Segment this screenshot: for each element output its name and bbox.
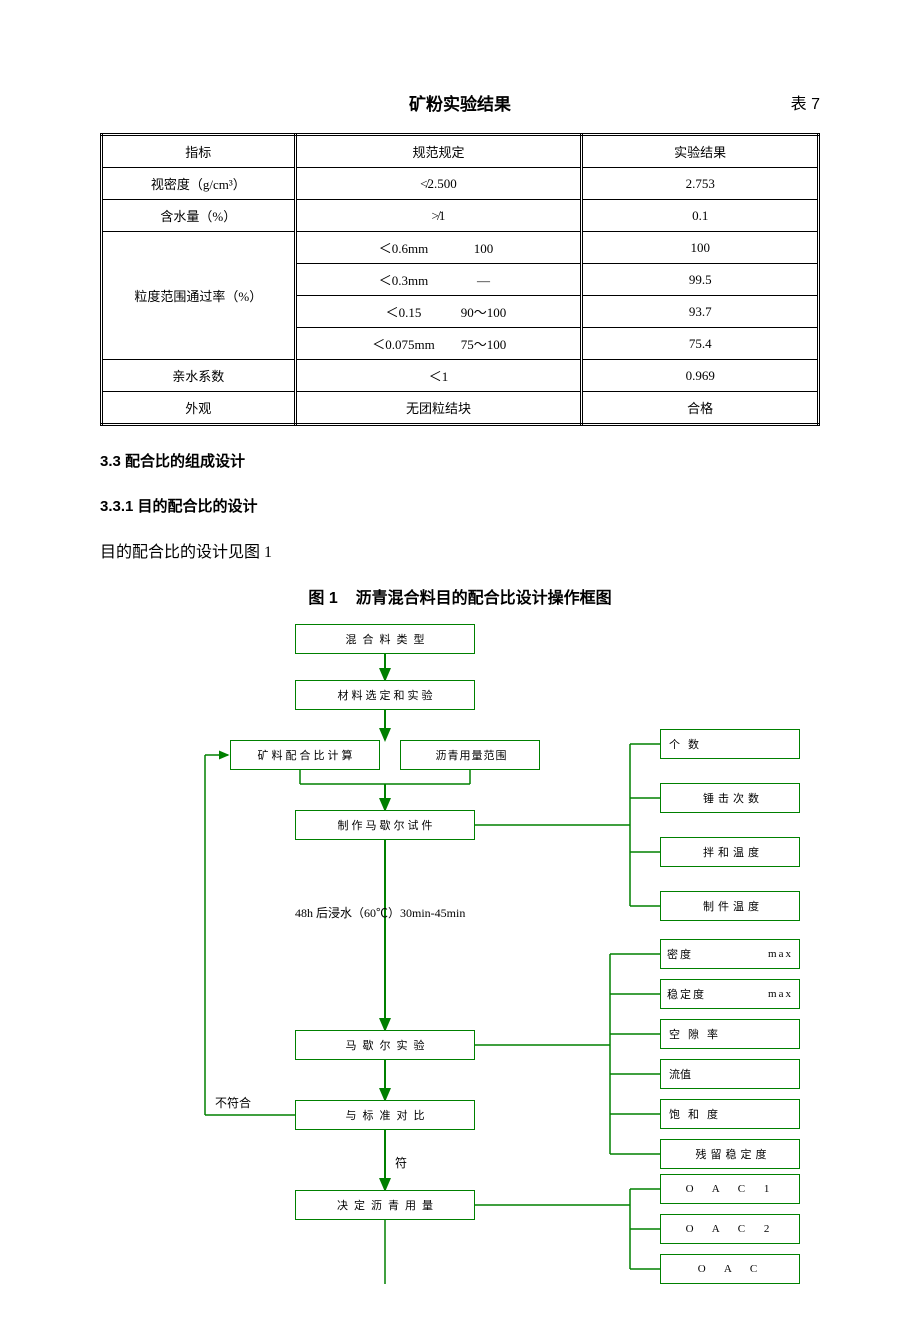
flow-side-node: O A C 2 [660,1214,800,1244]
cell-spec: ≯1 [295,200,582,232]
results-table: 指标 规范规定 实验结果 视密度（g/cm³） ≮2.500 2.753 含水量… [100,133,820,426]
figure-title: 图 1 沥青混合料目的配合比设计操作框图 [100,584,820,608]
flow-side-node: 空隙率 [660,1019,800,1049]
cell-result: 75.4 [582,328,819,360]
table-row: 外观 无团粒结块 合格 [102,392,819,425]
subsection-heading: 3.3.1 目的配合比的设计 [100,495,820,516]
flow-node: 制作马歇尔试件 [295,810,475,840]
section-heading: 3.3 配合比的组成设计 [100,450,820,471]
cell-result: 100 [582,232,819,264]
cell-spec: ＜0.6mm100 [295,232,582,264]
body-text: 目的配合比的设计见图 1 [100,538,820,562]
flow-node: 决定沥青用量 [295,1190,475,1220]
flow-label: 不符合 [215,1094,251,1111]
cell-group-label: 粒度范围通过率（%） [102,232,296,360]
table-number: 表 7 [791,90,820,114]
flow-side-node: 稳定度max [660,979,800,1009]
cell-spec: ≮2.500 [295,168,582,200]
flow-side-node: 饱和度 [660,1099,800,1129]
table-row: 粒度范围通过率（%） ＜0.6mm100 100 [102,232,819,264]
flow-side-node: 个数 [660,729,800,759]
table-row: 视密度（g/cm³） ≮2.500 2.753 [102,168,819,200]
flow-label: 48h 后浸水（60℃）30min-45min [295,904,465,921]
cell-label: 含水量（%） [102,200,296,232]
cell-result: 0.969 [582,360,819,392]
flow-node: 混合料类型 [295,624,475,654]
header-cell: 规范规定 [295,135,582,168]
header-cell: 实验结果 [582,135,819,168]
header-cell: 指标 [102,135,296,168]
cell-result: 0.1 [582,200,819,232]
cell-spec: ＜0.075mm75～100 [295,328,582,360]
flow-node: 与标准对比 [295,1100,475,1130]
cell-spec: 无团粒结块 [295,392,582,425]
cell-result: 99.5 [582,264,819,296]
flow-side-node: 流值 [660,1059,800,1089]
table-title: 矿粉实验结果 [409,90,511,115]
cell-label: 外观 [102,392,296,425]
flow-side-node: 锤击次数 [660,783,800,813]
flow-side-node: 残留稳定度 [660,1139,800,1169]
flow-side-node: 密度max [660,939,800,969]
cell-spec: ＜0.3mm— [295,264,582,296]
flow-side-node: O A C [660,1254,800,1284]
cell-label: 视密度（g/cm³） [102,168,296,200]
flow-label: 符 [395,1154,407,1171]
cell-spec: ＜0.1590～100 [295,296,582,328]
flow-node: 马歇尔实验 [295,1030,475,1060]
cell-spec: ＜1 [295,360,582,392]
cell-result: 2.753 [582,168,819,200]
flow-node: 矿料配合比计算 [230,740,380,770]
cell-label: 亲水系数 [102,360,296,392]
table-header-row: 指标 规范规定 实验结果 [102,135,819,168]
table-row: 含水量（%） ≯1 0.1 [102,200,819,232]
flow-node: 沥青用量范围 [400,740,540,770]
flow-side-node: 拌和温度 [660,837,800,867]
cell-result: 合格 [582,392,819,425]
flow-side-node: O A C 1 [660,1174,800,1204]
cell-result: 93.7 [582,296,819,328]
flow-node: 材料选定和实验 [295,680,475,710]
table-row: 亲水系数 ＜1 0.969 [102,360,819,392]
flowchart: 混合料类型 材料选定和实验 矿料配合比计算 沥青用量范围 制作马歇尔试件 48h… [100,624,820,1344]
flow-side-node: 制件温度 [660,891,800,921]
